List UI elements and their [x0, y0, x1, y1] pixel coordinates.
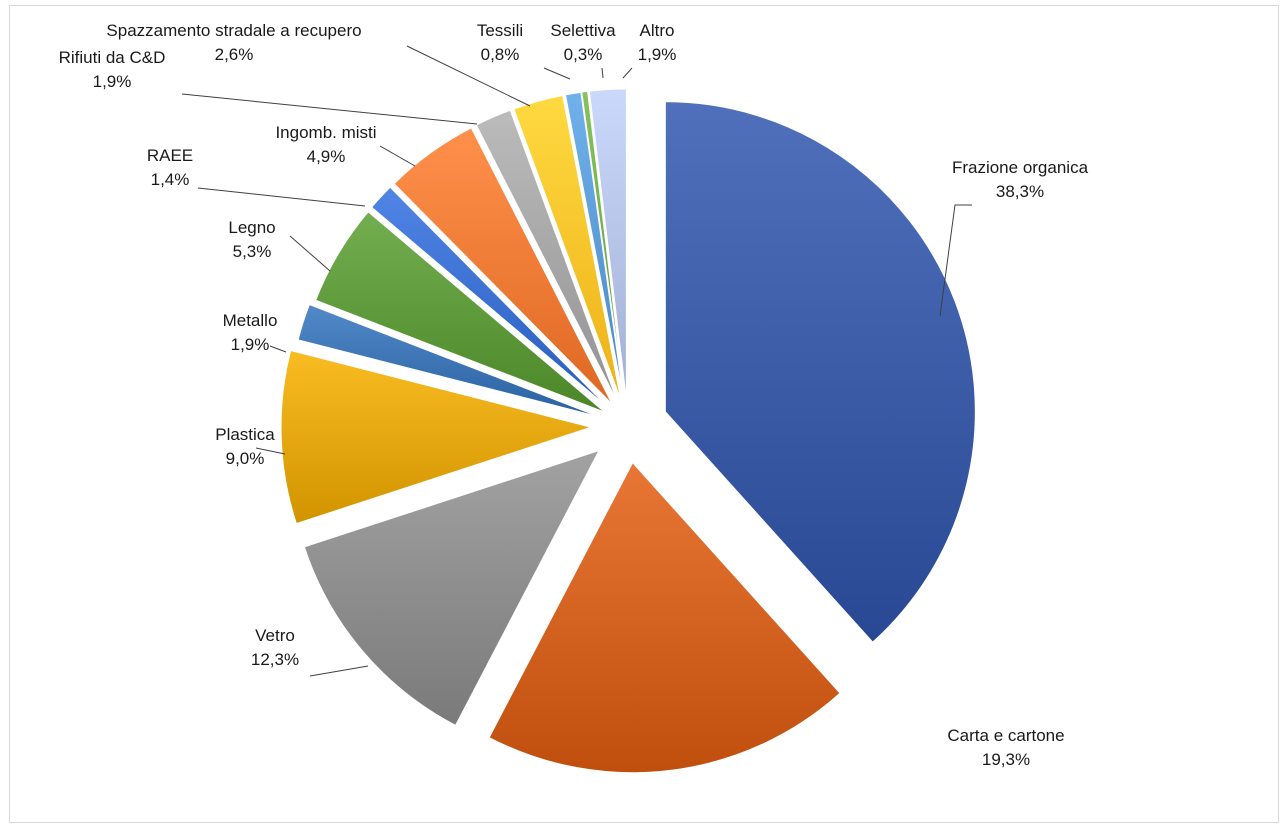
slices-layer — [280, 88, 976, 774]
slice-percent: 9,0% — [226, 449, 265, 468]
slice-percent: 19,3% — [982, 750, 1030, 769]
slice-percent: 4,9% — [307, 147, 346, 166]
slice-percent: 0,3% — [564, 45, 603, 64]
leader-line-plastica — [255, 447, 286, 455]
labels-layer: Frazione organica 38,3% Carta e cartone 19,… — [59, 21, 1089, 769]
slice-label-carta-e-cartone: Carta e cartone 19,3% — [947, 726, 1064, 769]
slice-name: Vetro — [255, 626, 295, 645]
leader-line-tessili — [543, 67, 571, 80]
slice-label-metallo: Metallo 1,9% — [223, 311, 278, 354]
slice-percent: 0,8% — [481, 45, 520, 64]
leader-line-ingomb-misti — [379, 145, 416, 167]
leader-line-selettiva — [601, 67, 604, 79]
slice-spazzamento-stradale-a-recupero — [513, 94, 622, 401]
slice-label-vetro: Vetro 12,3% — [251, 626, 299, 669]
leader-line-raee — [197, 187, 366, 207]
slice-legno — [315, 211, 606, 413]
slice-percent: 38,3% — [996, 182, 1044, 201]
slice-rifiuti-da-candd — [475, 109, 618, 402]
slice-raee — [370, 186, 609, 409]
slice-label-altro: Altro 1,9% — [638, 21, 677, 64]
slice-metallo — [297, 303, 599, 418]
slice-percent: 1,9% — [638, 45, 677, 64]
slice-name: Rifiuti da C&D — [59, 48, 166, 67]
leader-lines — [181, 45, 972, 677]
slice-altro — [588, 88, 627, 400]
leader-line-legno — [289, 235, 331, 272]
slice-name: Spazzamento stradale a recupero — [106, 21, 361, 40]
slice-name: RAEE — [147, 146, 193, 165]
slice-name: Selettiva — [550, 21, 616, 40]
pie-chart: Frazione organica 38,3% Carta e cartone 19,… — [59, 21, 1089, 774]
slice-vetro — [303, 449, 601, 727]
slice-percent: 1,9% — [93, 72, 132, 91]
slice-name: Legno — [228, 218, 275, 237]
slice-frazione-organica — [664, 101, 976, 643]
leader-line-rifiuti-da-candd — [181, 93, 478, 125]
slice-label-rifiuti-da-candd: Rifiuti da C&D 1,9% — [59, 48, 166, 91]
leader-line-metallo — [269, 345, 287, 353]
slice-label-frazione-organica: Frazione organica 38,3% — [952, 158, 1089, 201]
slice-tessili — [564, 91, 625, 400]
leader-line-altro — [622, 67, 633, 79]
slice-selettiva — [581, 90, 626, 400]
slice-label-tessili: Tessili 0,8% — [477, 21, 523, 64]
slice-name: Metallo — [223, 311, 278, 330]
slice-label-spazzamento-stradale-a-recupero: Spazzamento stradale a recupero 2,6% — [106, 21, 361, 64]
slice-label-selettiva: Selettiva 0,3% — [550, 21, 616, 64]
leader-line-spazzamento-stradale-a-recupero — [406, 45, 531, 107]
slice-name: Tessili — [477, 21, 523, 40]
slice-name: Altro — [640, 21, 675, 40]
slice-name: Plastica — [215, 425, 275, 444]
slice-percent: 1,4% — [151, 170, 190, 189]
chart-area: Frazione organica 38,3% Carta e cartone 19,… — [9, 5, 1279, 823]
slice-label-plastica: Plastica 9,0% — [215, 425, 275, 468]
slice-label-raee: RAEE 1,4% — [147, 146, 193, 189]
slice-ingomb-misti — [393, 127, 613, 405]
slice-carta-e-cartone — [488, 461, 841, 774]
slice-name: Frazione organica — [952, 158, 1089, 177]
slice-plastica — [280, 349, 593, 525]
slice-percent: 2,6% — [215, 45, 254, 64]
leader-line-vetro — [309, 665, 369, 677]
slice-name: Ingomb. misti — [275, 123, 376, 142]
slice-label-ingomb-misti: Ingomb. misti 4,9% — [275, 123, 376, 166]
slice-percent: 1,9% — [231, 335, 270, 354]
slice-label-legno: Legno 5,3% — [228, 218, 275, 261]
slice-percent: 12,3% — [251, 650, 299, 669]
slice-name: Carta e cartone — [947, 726, 1064, 745]
leader-line-frazione-organica — [939, 204, 972, 317]
slice-percent: 5,3% — [233, 242, 272, 261]
